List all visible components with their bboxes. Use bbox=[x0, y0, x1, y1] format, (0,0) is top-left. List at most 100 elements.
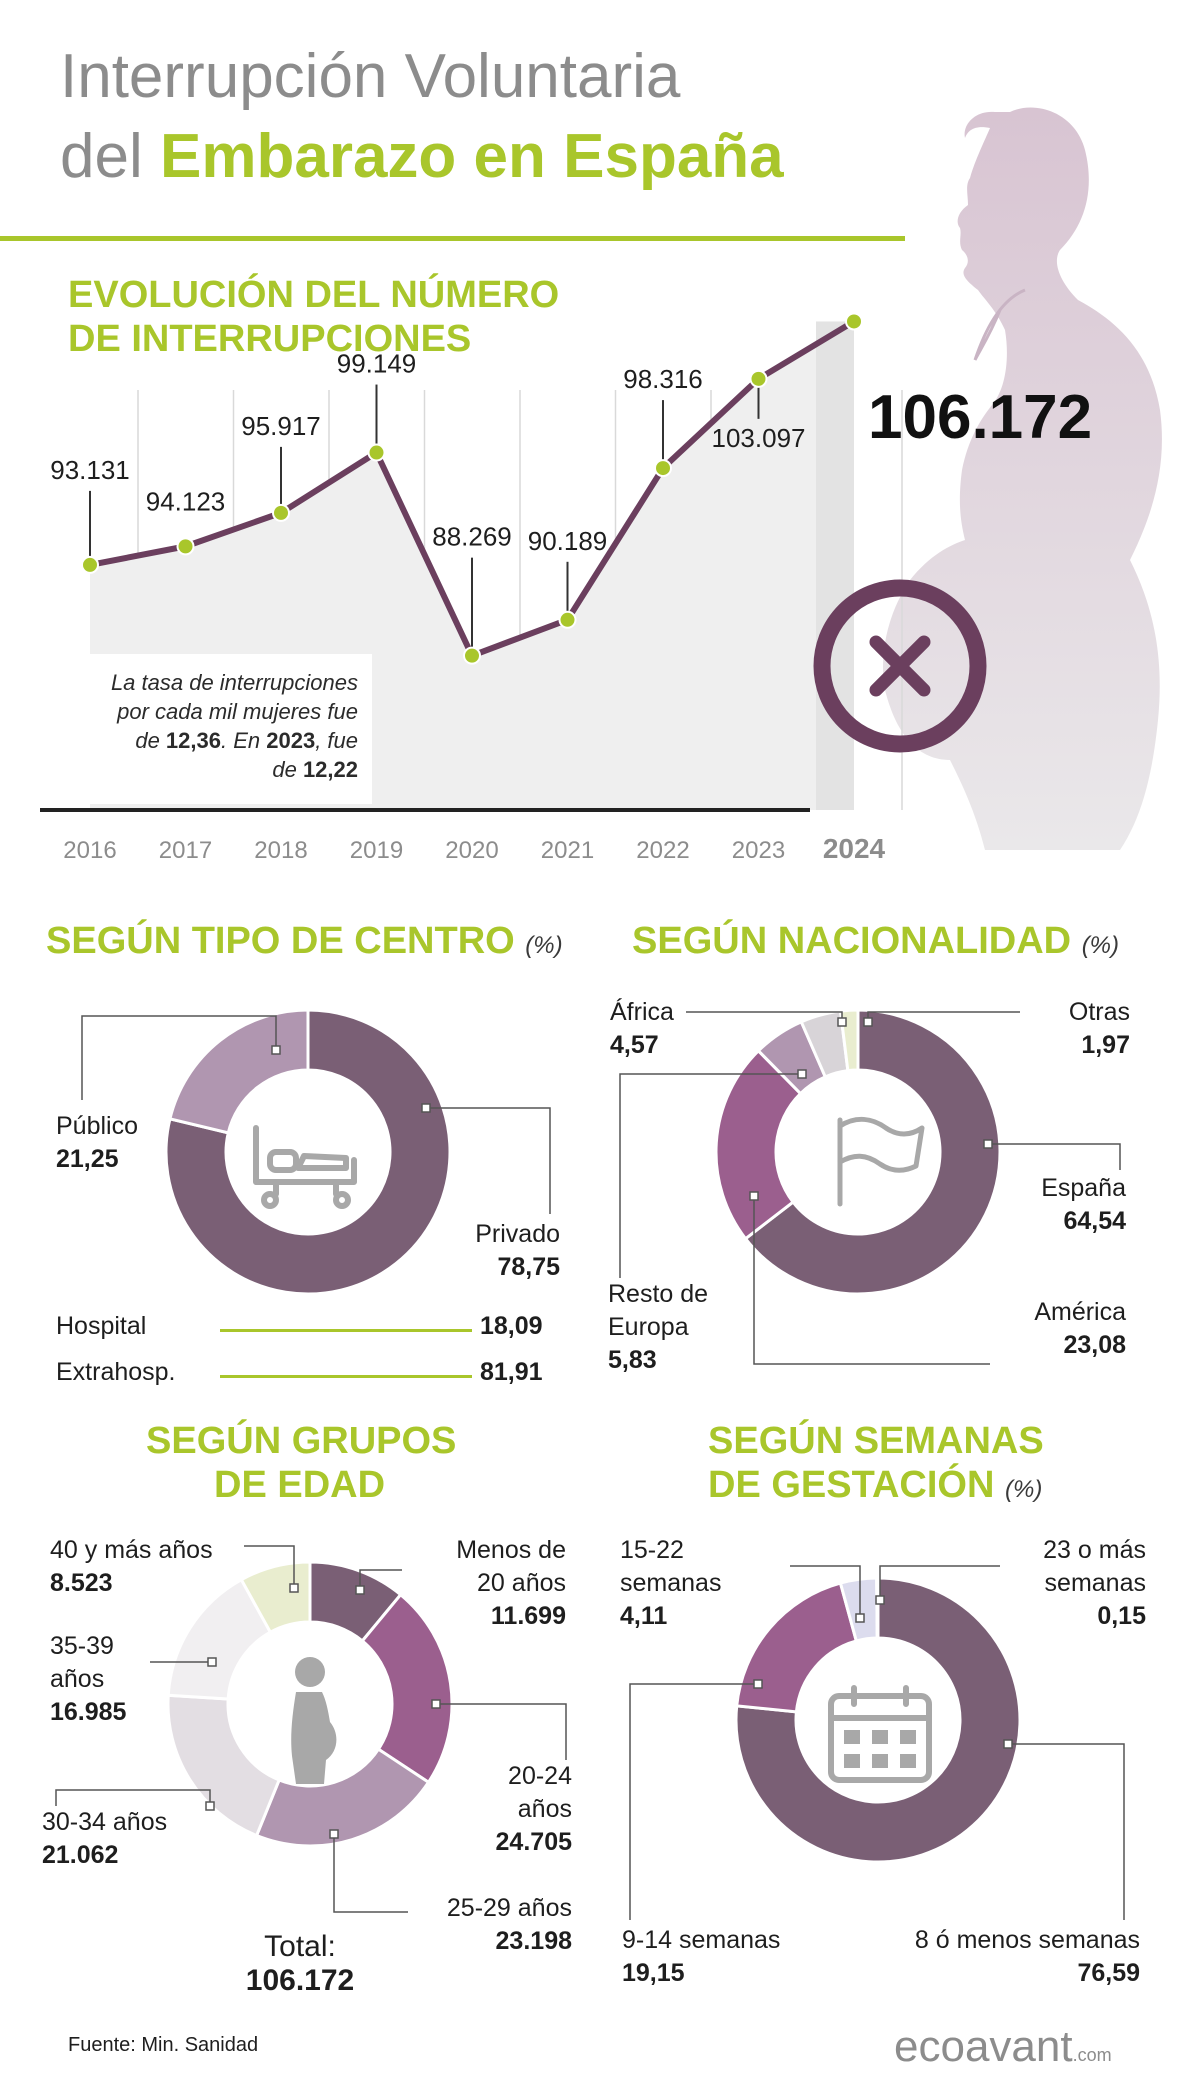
rate-note-line1: La tasa de interrupciones bbox=[110, 670, 358, 695]
resto-label-line2: Europa bbox=[608, 1313, 689, 1341]
publico-label: Público bbox=[56, 1112, 138, 1140]
leader-line bbox=[988, 1143, 1121, 1170]
data-point bbox=[845, 312, 863, 331]
edad-25-label-text: 25-29 años bbox=[446, 1894, 572, 1922]
semanas-heading-line1: SEGÚN SEMANAS bbox=[708, 1420, 1044, 1462]
leader-line bbox=[436, 1703, 567, 1760]
edad-30-label: 30-34 años 21.062 bbox=[42, 1806, 167, 1872]
leader-line bbox=[1008, 1743, 1125, 1920]
resto-label-line1: Resto de bbox=[608, 1280, 709, 1308]
leader-marker bbox=[855, 1613, 865, 1623]
nacionalidad-heading: SEGÚN NACIONALIDAD (%) bbox=[632, 920, 1119, 964]
rate-note-line2: por cada mil mujeres fue bbox=[117, 699, 358, 724]
leader-marker bbox=[983, 1139, 993, 1149]
leader-marker bbox=[875, 1595, 885, 1605]
x-tick-label: 2024 bbox=[823, 833, 886, 864]
x-tick-label: 2018 bbox=[254, 837, 307, 864]
leader-line bbox=[244, 1545, 295, 1588]
resto-europa-label: Resto de Europa 5,83 bbox=[608, 1278, 708, 1377]
otras-value: 1,97 bbox=[1081, 1031, 1130, 1059]
main-title-highlight: Embarazo en España bbox=[159, 122, 784, 191]
leader-line bbox=[55, 1789, 211, 1806]
leader-marker bbox=[355, 1585, 365, 1595]
semanas-8-label: 8 ó menos semanas 76,59 bbox=[860, 1924, 1140, 1990]
rate-note-line4: de 12,22 bbox=[70, 755, 358, 784]
america-label: América 23,08 bbox=[990, 1296, 1126, 1362]
leader-marker bbox=[207, 1657, 217, 1667]
evolution-heading-line1: EVOLUCIÓN DEL NÚMERO bbox=[68, 274, 560, 316]
x-tick-label: 2020 bbox=[445, 837, 498, 864]
centro-privado-label: Privado 78,75 bbox=[420, 1218, 560, 1284]
data-label: 103.097 bbox=[712, 423, 806, 453]
x-tick-label: 2023 bbox=[732, 837, 785, 864]
flag-icon bbox=[837, 1117, 925, 1207]
data-point bbox=[367, 443, 386, 462]
leader-line bbox=[629, 1683, 758, 1920]
leader-marker bbox=[797, 1069, 807, 1079]
main-title-line1: Interrupción Voluntaria bbox=[60, 42, 681, 111]
data-label: 98.316 bbox=[623, 364, 703, 394]
africa-label-text: África bbox=[610, 998, 674, 1026]
edad-20-label-line2: 20 años bbox=[477, 1569, 566, 1597]
edad-35-label-line1: 35-39 bbox=[50, 1632, 114, 1660]
semanas-1522-label-line1: 15-22 bbox=[620, 1536, 684, 1564]
leader-line bbox=[359, 1569, 402, 1590]
edad-30-label-text: 30-34 años bbox=[42, 1808, 168, 1836]
edad-total-value: 106.172 bbox=[245, 1964, 355, 1997]
extrahosp-label: Extrahosp. bbox=[56, 1358, 176, 1386]
leader-marker bbox=[289, 1583, 299, 1593]
hospital-label: Hospital bbox=[56, 1312, 147, 1340]
logo-text: ecoavant bbox=[894, 2022, 1073, 2071]
edad-20-value: 11.699 bbox=[490, 1602, 566, 1630]
edad-20-label: Menos de 20 años 11.699 bbox=[400, 1534, 566, 1633]
america-label-text: América bbox=[1034, 1298, 1126, 1326]
main-title-prefix: del bbox=[60, 122, 143, 191]
data-label: 95.917 bbox=[241, 411, 321, 441]
title-underline bbox=[0, 236, 905, 241]
semanas-914-label: 9-14 semanas 19,15 bbox=[622, 1924, 780, 1990]
leader-marker bbox=[431, 1699, 441, 1709]
leader-marker bbox=[329, 1829, 339, 1839]
rate-note-box bbox=[66, 654, 372, 804]
edad-40-label-text: 40 y más años bbox=[50, 1536, 213, 1564]
privado-value: 78,75 bbox=[497, 1253, 560, 1281]
edad-35-label-line2: años bbox=[50, 1665, 105, 1693]
semanas-23-label: 23 o más semanas 0,15 bbox=[990, 1534, 1146, 1633]
centro-heading-text: SEGÚN TIPO DE CENTRO bbox=[46, 920, 515, 962]
data-label: 93.131 bbox=[50, 455, 130, 485]
nacionalidad-unit: (%) bbox=[1081, 932, 1120, 959]
edad-25-value: 23.198 bbox=[495, 1927, 572, 1955]
edad-heading-line2: DE EDAD bbox=[214, 1464, 386, 1506]
leader-marker bbox=[205, 1801, 215, 1811]
data-point bbox=[176, 537, 195, 556]
logo-suffix: .com bbox=[1072, 2045, 1112, 2065]
edad-30-value: 21.062 bbox=[42, 1841, 119, 1869]
centro-publico-label: Público 21,25 bbox=[56, 1110, 138, 1176]
espana-label: España 64,54 bbox=[1000, 1172, 1126, 1238]
edad-total-label: Total: bbox=[264, 1930, 336, 1963]
x-tick-label: 2019 bbox=[350, 837, 403, 864]
america-value: 23,08 bbox=[1063, 1331, 1126, 1359]
pie-slice bbox=[360, 1592, 454, 1785]
africa-value: 4,57 bbox=[610, 1031, 659, 1059]
espana-label-text: España bbox=[1041, 1174, 1126, 1202]
rate-note-year: 2023 bbox=[266, 728, 316, 753]
pie-slice bbox=[734, 1576, 1022, 1864]
data-label: 88.269 bbox=[432, 522, 512, 552]
x-tick-label: 2017 bbox=[159, 837, 212, 864]
rate-2023-value: 12,22 bbox=[302, 757, 358, 782]
x-tick-label: 2021 bbox=[541, 837, 594, 864]
leader-marker bbox=[749, 1191, 759, 1201]
extrahosp-line bbox=[220, 1375, 472, 1378]
edad-2024-label-line2: años bbox=[517, 1795, 572, 1823]
leader-line bbox=[879, 1565, 1000, 1600]
extrahosp-value-text: 81,91 bbox=[480, 1358, 543, 1386]
semanas-914-label-text: 9-14 semanas bbox=[622, 1926, 781, 1954]
semanas-heading-line2: DE GESTACIÓN (%) bbox=[708, 1464, 1042, 1508]
pie-slice bbox=[168, 1008, 310, 1135]
leader-marker bbox=[1003, 1739, 1013, 1749]
pie-slice bbox=[743, 1008, 1002, 1296]
pregnant-woman-icon bbox=[291, 1657, 337, 1784]
rate-note-text: de bbox=[272, 757, 303, 782]
